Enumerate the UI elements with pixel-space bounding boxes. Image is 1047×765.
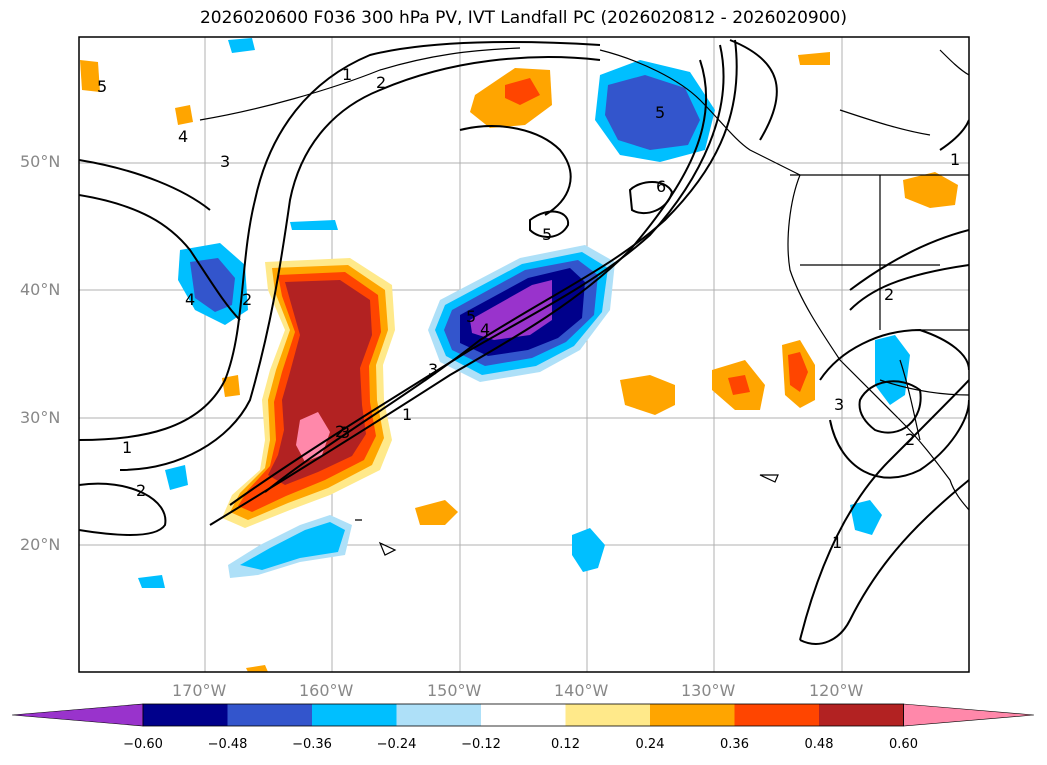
- contour-label: 5: [655, 103, 665, 122]
- contour-label: 2: [136, 481, 146, 500]
- colorbar-segment: [481, 704, 566, 726]
- contour-label-group: 5 4 3 2 1 2 1 2 3 5 4 3 2 1 5 6 5 2 3 1 …: [97, 65, 960, 552]
- colorbar-extend-high: [903, 703, 1035, 727]
- contour-label: 5: [97, 77, 107, 96]
- contour-label: 3: [220, 152, 230, 171]
- colorbar-frame: [142, 703, 904, 727]
- colorbar-tick-label: 0.12: [551, 737, 580, 752]
- pv-positive-anomaly-main: [222, 258, 395, 528]
- colorbar-tick-label: 0.60: [889, 737, 918, 752]
- colorbar-tick-label: 0.24: [635, 737, 665, 752]
- contour-label: 4: [185, 290, 195, 309]
- colorbar-segment: [565, 704, 650, 726]
- colorbar-segment: [143, 704, 228, 726]
- colorbar-tick-label: 0.48: [804, 737, 834, 752]
- ivt-contours: [79, 39, 969, 645]
- lon-label-130w: 130°W: [681, 681, 736, 700]
- contour-label: 2: [905, 430, 915, 449]
- map-title: 2026020600 F036 300 hPa PV, IVT Landfall…: [199, 8, 847, 28]
- contour-label: 5: [466, 307, 476, 326]
- contour-label: 5: [542, 225, 552, 244]
- contour-label: 1: [402, 405, 412, 424]
- contour-label: 3: [428, 360, 438, 379]
- coastlines: [199, 47, 969, 556]
- contour-label: 3: [340, 423, 350, 442]
- contour-label: 2: [242, 290, 252, 309]
- lon-label-120w: 120°W: [809, 681, 864, 700]
- colorbar-tick-label: 0.36: [720, 737, 749, 752]
- colorbar-extend-low: [11, 703, 144, 727]
- colorbar-tick-label: −0.24: [376, 737, 417, 752]
- contour-label: 3: [834, 395, 844, 414]
- map-frame: [78, 36, 970, 673]
- contour-label: 2: [376, 73, 386, 92]
- lat-label-50n: 50°N: [20, 152, 61, 171]
- lat-label-30n: 30°N: [20, 408, 61, 427]
- pv-negative-anomaly-south: [138, 38, 910, 588]
- contour-label: 1: [122, 438, 132, 457]
- contour-label: 4: [178, 127, 188, 146]
- lon-label-140w: 140°W: [554, 681, 609, 700]
- pv-positive-anomaly-small: [80, 52, 958, 672]
- pv-negative-anomaly-alaska: [595, 60, 715, 162]
- lon-label-150w: 150°W: [427, 681, 482, 700]
- contour-label: 6: [656, 177, 666, 196]
- colorbar-tick-label: −0.60: [123, 737, 163, 752]
- contour-label: 1: [950, 150, 960, 169]
- contour-label: 1: [832, 533, 842, 552]
- lon-label-170w: 170°W: [172, 681, 227, 700]
- colorbar-segment: [312, 704, 397, 726]
- colorbar-tick-label: −0.12: [461, 737, 501, 752]
- lon-label-160w: 160°W: [299, 681, 354, 700]
- colorbar: [11, 703, 1035, 727]
- colorbar-tick-label: −0.48: [207, 737, 248, 752]
- colorbar-segment: [734, 704, 819, 726]
- contour-label: 1: [342, 65, 352, 84]
- contour-label: 2: [884, 285, 894, 304]
- colorbar-tick-label: −0.36: [292, 737, 332, 752]
- colorbar-segment: [819, 704, 904, 726]
- contour-label: 2: [335, 422, 345, 441]
- lat-label-40n: 40°N: [20, 280, 61, 299]
- colorbar-segment: [650, 704, 735, 726]
- contour-label: 4: [480, 320, 490, 339]
- colorbar-segment: [396, 704, 481, 726]
- lat-label-20n: 20°N: [20, 535, 61, 554]
- colorbar-segment: [227, 704, 312, 726]
